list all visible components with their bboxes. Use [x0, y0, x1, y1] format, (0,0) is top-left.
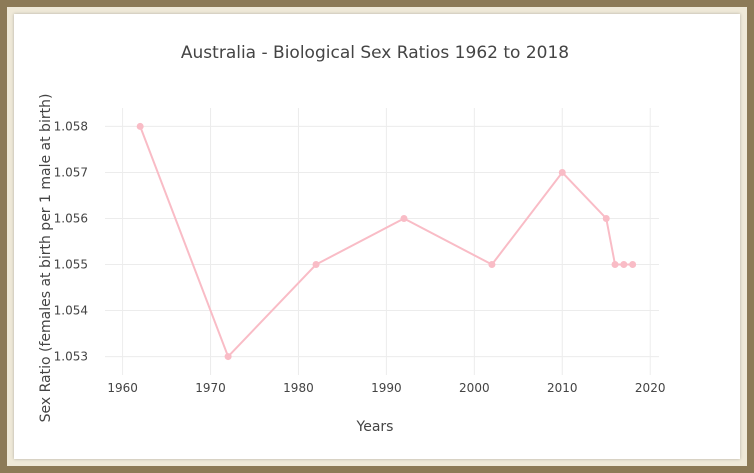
data-point[interactable] — [488, 261, 496, 269]
data-point[interactable] — [400, 214, 408, 222]
x-tick-label: 2020 — [635, 381, 666, 395]
data-point[interactable] — [224, 353, 232, 361]
series-line — [139, 126, 633, 359]
y-tick-label: 1.054 — [54, 304, 88, 318]
data-point[interactable] — [629, 261, 637, 269]
x-tick-label: 1970 — [195, 381, 226, 395]
y-tick-label: 1.055 — [54, 258, 88, 272]
grid — [105, 108, 659, 375]
data-point[interactable] — [602, 214, 610, 222]
data-point[interactable] — [558, 168, 566, 176]
y-tick-label: 1.058 — [54, 119, 88, 133]
chart-panel — [14, 14, 740, 459]
data-point[interactable] — [136, 122, 144, 130]
x-axis-label: Years — [356, 419, 394, 435]
x-tick-label: 1960 — [107, 381, 138, 395]
data-point[interactable] — [620, 261, 628, 269]
x-tick-label: 1990 — [371, 381, 402, 395]
axis-ticks: 1960 1970 1980 1990 2000 2010 2020 1.053 1.054 1.… — [54, 119, 666, 395]
chart-title: Australia - Biological Sex Ratios 1962 t… — [181, 43, 569, 63]
x-tick-label: 2010 — [547, 381, 578, 395]
y-tick-label: 1.057 — [54, 165, 88, 179]
x-tick-label: 1980 — [283, 381, 314, 395]
y-tick-label: 1.053 — [54, 350, 88, 364]
y-tick-label: 1.056 — [54, 211, 88, 225]
series — [136, 122, 637, 361]
x-tick-label: 2000 — [459, 381, 490, 395]
data-point[interactable] — [611, 261, 619, 269]
data-point[interactable] — [312, 261, 320, 269]
y-axis-label: Sex Ratio (females at birth per 1 male a… — [38, 94, 54, 423]
